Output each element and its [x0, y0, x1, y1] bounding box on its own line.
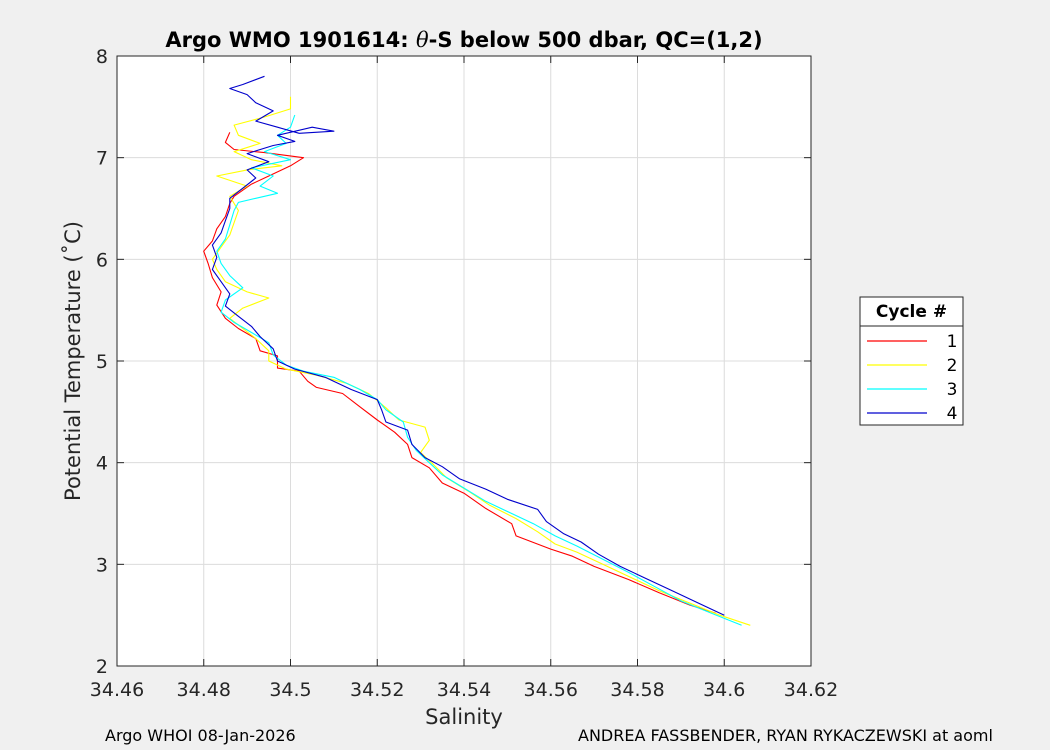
y-tick-label: 4 — [96, 453, 108, 475]
y-tick-label: 7 — [96, 148, 108, 170]
legend-label-2: 2 — [947, 356, 958, 376]
y-tick-label: 5 — [96, 351, 108, 373]
footer-right: ANDREA FASSBENDER, RYAN RYKACZEWSKI at a… — [578, 726, 993, 745]
x-tick-label: 34.48 — [177, 679, 231, 701]
series-line-3 — [216, 114, 742, 626]
chart-title-theta: θ — [416, 28, 429, 52]
x-tick-label: 34.56 — [524, 679, 578, 701]
y-tick-labels: 2 3 4 5 6 7 8 — [96, 46, 108, 678]
chart-title-pre: Argo WMO 1901614: — [165, 28, 416, 52]
legend: Cycle # 1 2 3 4 — [859, 296, 964, 426]
legend-label-4: 4 — [947, 404, 958, 424]
x-tick-labels: 34.46 34.48 34.5 34.52 34.54 34.56 34.58 34.6 34… — [90, 679, 838, 701]
y-tick-label: 2 — [96, 656, 108, 678]
x-tick-label: 34.6 — [703, 679, 745, 701]
legend-box — [859, 296, 964, 426]
y-axis-label: Potential Temperature (˚C) — [61, 221, 85, 501]
x-tick-label: 34.54 — [437, 679, 491, 701]
x-tick-label: 34.5 — [269, 679, 311, 701]
series-line-4 — [211, 75, 725, 616]
legend-label-1: 1 — [947, 332, 958, 352]
x-tick-label: 34.46 — [90, 679, 144, 701]
series-line-2 — [211, 96, 751, 626]
x-tick-label: 34.62 — [784, 679, 838, 701]
x-tick-label: 34.52 — [350, 679, 404, 701]
series-line-1 — [203, 132, 716, 614]
x-axis-label: Salinity — [425, 705, 503, 729]
footer-left: Argo WHOI 08-Jan-2026 — [105, 726, 296, 745]
chart-title-post: -S below 500 dbar, QC=(1,2) — [429, 28, 763, 52]
chart-title: Argo WMO 1901614: θ-S below 500 dbar, QC… — [165, 28, 762, 52]
series-layer — [203, 75, 751, 626]
legend-entries: 1 2 3 4 — [867, 332, 957, 424]
x-tick-label: 34.58 — [610, 679, 664, 701]
y-tick-label: 3 — [96, 554, 108, 576]
tick-marks — [116, 55, 812, 667]
legend-label-3: 3 — [947, 380, 958, 400]
y-tick-label: 8 — [96, 46, 108, 68]
y-tick-label: 6 — [96, 249, 108, 271]
legend-title: Cycle # — [876, 302, 947, 322]
